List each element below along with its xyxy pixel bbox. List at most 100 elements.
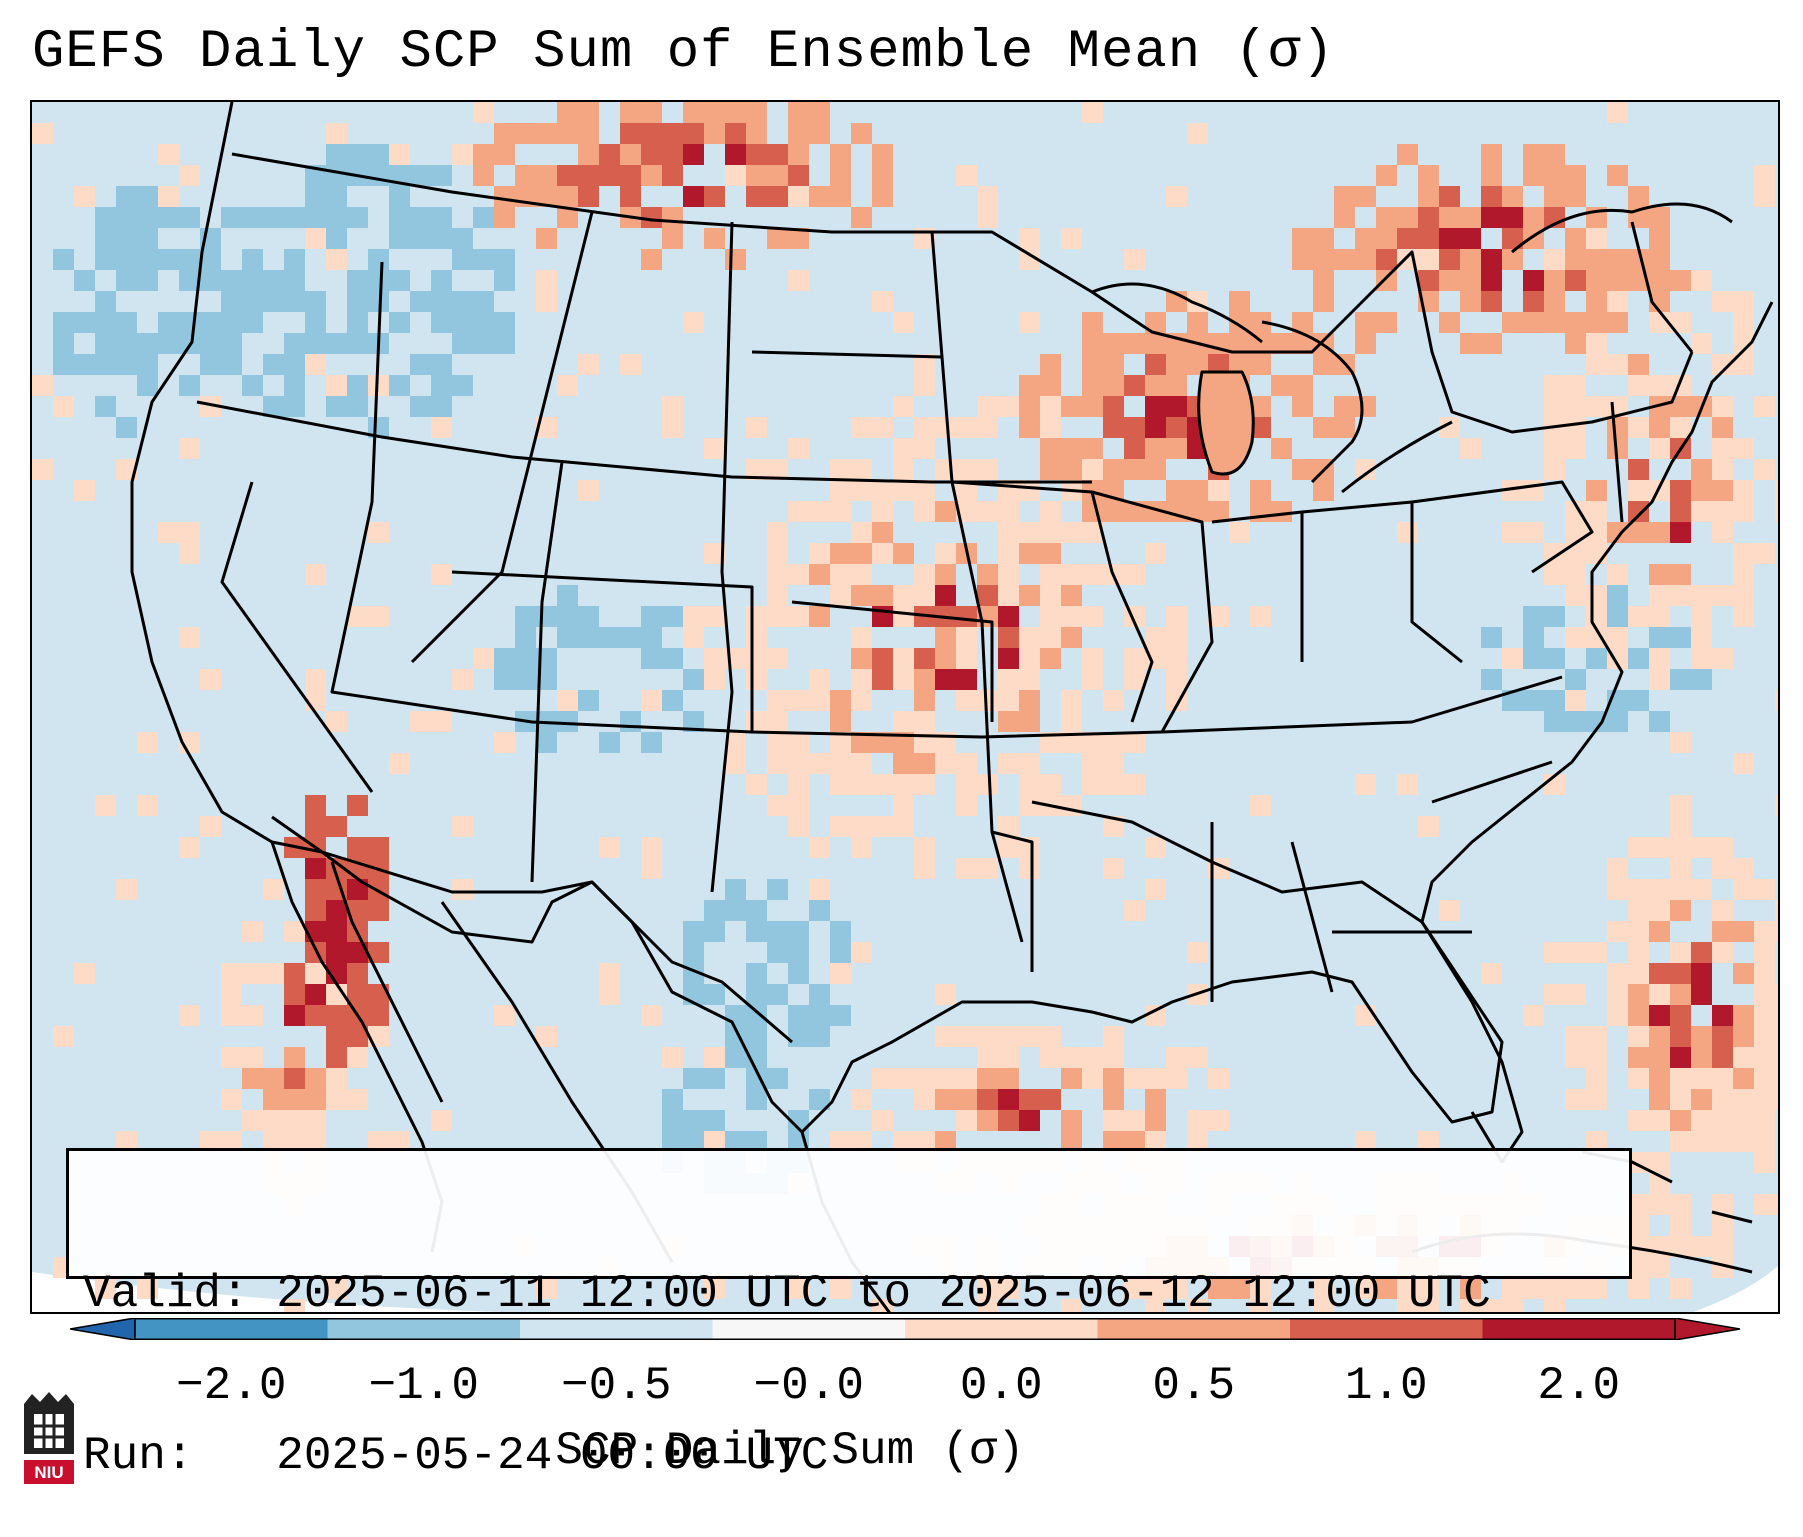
anomaly-cell xyxy=(494,186,515,207)
anomaly-cell xyxy=(200,396,221,417)
anomaly-cell xyxy=(851,480,872,501)
anomaly-cell xyxy=(1649,249,1670,270)
colorbar-segment-4 xyxy=(905,1318,1098,1340)
anomaly-cell xyxy=(305,900,326,921)
anomaly-cell xyxy=(977,1026,998,1047)
anomaly-cell xyxy=(725,1047,746,1068)
map-panel xyxy=(30,100,1780,1314)
anomaly-cell xyxy=(1439,270,1460,291)
state-line-8 xyxy=(751,350,1024,943)
state-line-4 xyxy=(220,481,374,793)
anomaly-cell xyxy=(1565,1089,1586,1110)
anomaly-cell xyxy=(620,102,641,123)
anomaly-cell xyxy=(1712,942,1733,963)
anomaly-cell xyxy=(557,102,578,123)
anomaly-cell xyxy=(1523,270,1544,291)
anomaly-cell xyxy=(830,543,851,564)
anomaly-cell xyxy=(1103,501,1124,522)
anomaly-cell xyxy=(872,585,893,606)
anomaly-cell xyxy=(1376,228,1397,249)
anomaly-cell xyxy=(305,354,326,375)
colorbar-tick-1: −1.0 xyxy=(368,1360,479,1412)
anomaly-cell xyxy=(914,774,935,795)
anomaly-cell xyxy=(326,123,347,144)
anomaly-cell xyxy=(305,669,326,690)
anomaly-cell xyxy=(746,1005,767,1026)
anomaly-cell xyxy=(1628,690,1649,711)
anomaly-cell xyxy=(1565,564,1586,585)
anomaly-cell xyxy=(1544,606,1565,627)
anomaly-cell xyxy=(620,144,641,165)
anomaly-cell xyxy=(32,123,53,144)
anomaly-cell xyxy=(1607,585,1628,606)
anomaly-cell xyxy=(1775,921,1778,942)
anomaly-cell xyxy=(137,228,158,249)
anomaly-cell xyxy=(641,837,662,858)
anomaly-cell xyxy=(767,165,788,186)
anomaly-cell xyxy=(473,291,494,312)
anomaly-cell xyxy=(1523,144,1544,165)
anomaly-cell xyxy=(1607,165,1628,186)
anomaly-cell xyxy=(1145,501,1166,522)
anomaly-cell xyxy=(662,396,683,417)
anomaly-cell xyxy=(179,522,200,543)
anomaly-cell xyxy=(1754,1005,1775,1026)
anomaly-cell xyxy=(1628,1236,1649,1257)
anomaly-cell xyxy=(956,501,977,522)
anomaly-cell xyxy=(1754,459,1775,480)
anomaly-cell xyxy=(1649,1194,1670,1215)
anomaly-cell xyxy=(830,774,851,795)
island-1 xyxy=(1711,1210,1753,1224)
anomaly-cell xyxy=(914,501,935,522)
anomaly-cell xyxy=(347,1047,368,1068)
anomaly-cell xyxy=(1691,984,1712,1005)
anomaly-cell xyxy=(1040,585,1061,606)
anomaly-cell xyxy=(767,648,788,669)
anomaly-cell xyxy=(809,543,830,564)
anomaly-cell xyxy=(1481,1299,1502,1312)
anomaly-cell xyxy=(914,417,935,438)
run-time-text: Run: 2025-05-24 00:00 UTC xyxy=(83,1430,829,1482)
anomaly-cell xyxy=(1649,963,1670,984)
valid-time-text: Valid: 2025-06-11 12:00 UTC to 2025-06-1… xyxy=(83,1268,1491,1320)
anomaly-cell xyxy=(410,207,431,228)
anomaly-cell xyxy=(746,711,767,732)
anomaly-cell xyxy=(53,354,74,375)
anomaly-cell xyxy=(704,900,725,921)
anomaly-cell xyxy=(1733,1047,1754,1068)
anomaly-cell xyxy=(1208,354,1229,375)
anomaly-cell xyxy=(683,669,704,690)
anomaly-cell xyxy=(1019,522,1040,543)
anomaly-cell xyxy=(305,858,326,879)
anomaly-cell xyxy=(1565,1026,1586,1047)
anomaly-cell xyxy=(662,690,683,711)
anomaly-cell xyxy=(1082,648,1103,669)
colorbar-tick-6: 1.0 xyxy=(1344,1360,1428,1412)
anomaly-cell xyxy=(1082,1068,1103,1089)
anomaly-cell xyxy=(200,333,221,354)
anomaly-cell xyxy=(1019,627,1040,648)
anomaly-cell xyxy=(1502,249,1523,270)
anomaly-cell xyxy=(305,942,326,963)
anomaly-cell xyxy=(1019,837,1040,858)
anomaly-cell xyxy=(830,921,851,942)
anomaly-cell xyxy=(788,165,809,186)
anomaly-cell xyxy=(977,1047,998,1068)
anomaly-cell xyxy=(746,921,767,942)
anomaly-cell xyxy=(1103,1110,1124,1131)
anomaly-cell xyxy=(1376,1278,1397,1299)
anomaly-cell xyxy=(1061,690,1082,711)
anomaly-cell xyxy=(935,627,956,648)
anomaly-cell xyxy=(1481,270,1502,291)
anomaly-cell xyxy=(1754,396,1775,417)
lake-superior xyxy=(1091,282,1263,344)
anomaly-cell xyxy=(1061,1131,1082,1152)
anomaly-cell xyxy=(725,123,746,144)
anomaly-cell xyxy=(809,984,830,1005)
anomaly-cell xyxy=(809,1026,830,1047)
anomaly-cell xyxy=(1292,459,1313,480)
anomaly-cell xyxy=(1397,228,1418,249)
anomaly-cell xyxy=(1187,1110,1208,1131)
anomaly-cell xyxy=(326,1026,347,1047)
anomaly-cell xyxy=(1187,501,1208,522)
